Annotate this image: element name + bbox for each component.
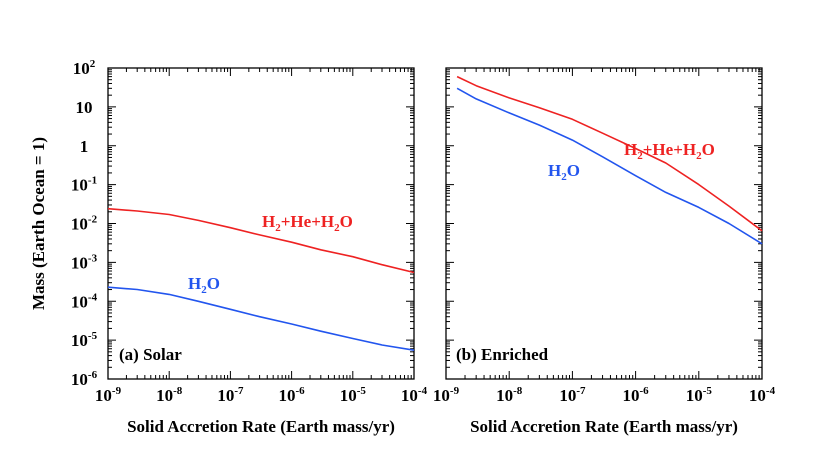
y-tick-label: 10-5: [71, 330, 98, 350]
series-line-h2o: [456, 87, 763, 245]
x-tick-label: 10-5: [686, 385, 713, 405]
x-tick-label: 10-9: [95, 385, 122, 405]
series-line-h2o: [107, 286, 415, 351]
x-tick-label: 10-7: [559, 385, 586, 405]
x-axis-title: Solid Accretion Rate (Earth mass/yr): [470, 417, 738, 436]
plot-frame: [107, 67, 415, 380]
x-tick-label: 10-6: [623, 385, 650, 405]
panel-enriched: 10-9 10-8 10-7 10-6 10-5 10-4 H2+He+H2O H2O (b) …: [433, 67, 776, 436]
series-line-h2-he-h2o: [107, 207, 415, 274]
x-tick-label: 10-4: [401, 385, 428, 405]
y-tick-label: 1: [80, 137, 89, 156]
series-label-h2-he-h2o: H2+He+H2O: [624, 140, 715, 162]
y-tick-label: 10-1: [71, 175, 97, 195]
x-axis-title: Solid Accretion Rate (Earth mass/yr): [127, 417, 395, 436]
x-tick-label: 10-9: [433, 385, 460, 405]
x-tick-label: 10-7: [217, 385, 244, 405]
x-tick-label: 10-4: [749, 385, 776, 405]
y-tick-label: 10: [76, 98, 93, 117]
series-label-h2-he-h2o: H2+He+H2O: [262, 212, 353, 234]
y-axis-title: Mass (Earth Ocean = 1): [29, 137, 48, 310]
x-tick-label: 10-8: [156, 385, 183, 405]
series-label-h2o: H2O: [548, 161, 580, 183]
x-tick-label: 10-6: [279, 385, 306, 405]
plot-frame: [445, 67, 763, 380]
x-tick-label: 10-8: [496, 385, 523, 405]
panel-label: (b) Enriched: [456, 345, 549, 364]
y-tick-label: 10-2: [71, 214, 98, 234]
y-tick-label: 102: [73, 58, 96, 78]
series-label-h2o: H2O: [188, 274, 220, 296]
y-tick-label: 10-4: [71, 291, 98, 311]
series-line-h2-he-h2o: [456, 75, 763, 232]
y-tick-label: 10-3: [71, 252, 98, 272]
panel-label: (a) Solar: [119, 345, 182, 364]
panel-solar: 10-9 10-8 10-7 10-6 10-5 10-4 102 10 1 10-1 10-2 10…: [29, 58, 428, 436]
x-tick-label: 10-5: [340, 385, 367, 405]
y-tick-label: 10-6: [71, 369, 98, 389]
